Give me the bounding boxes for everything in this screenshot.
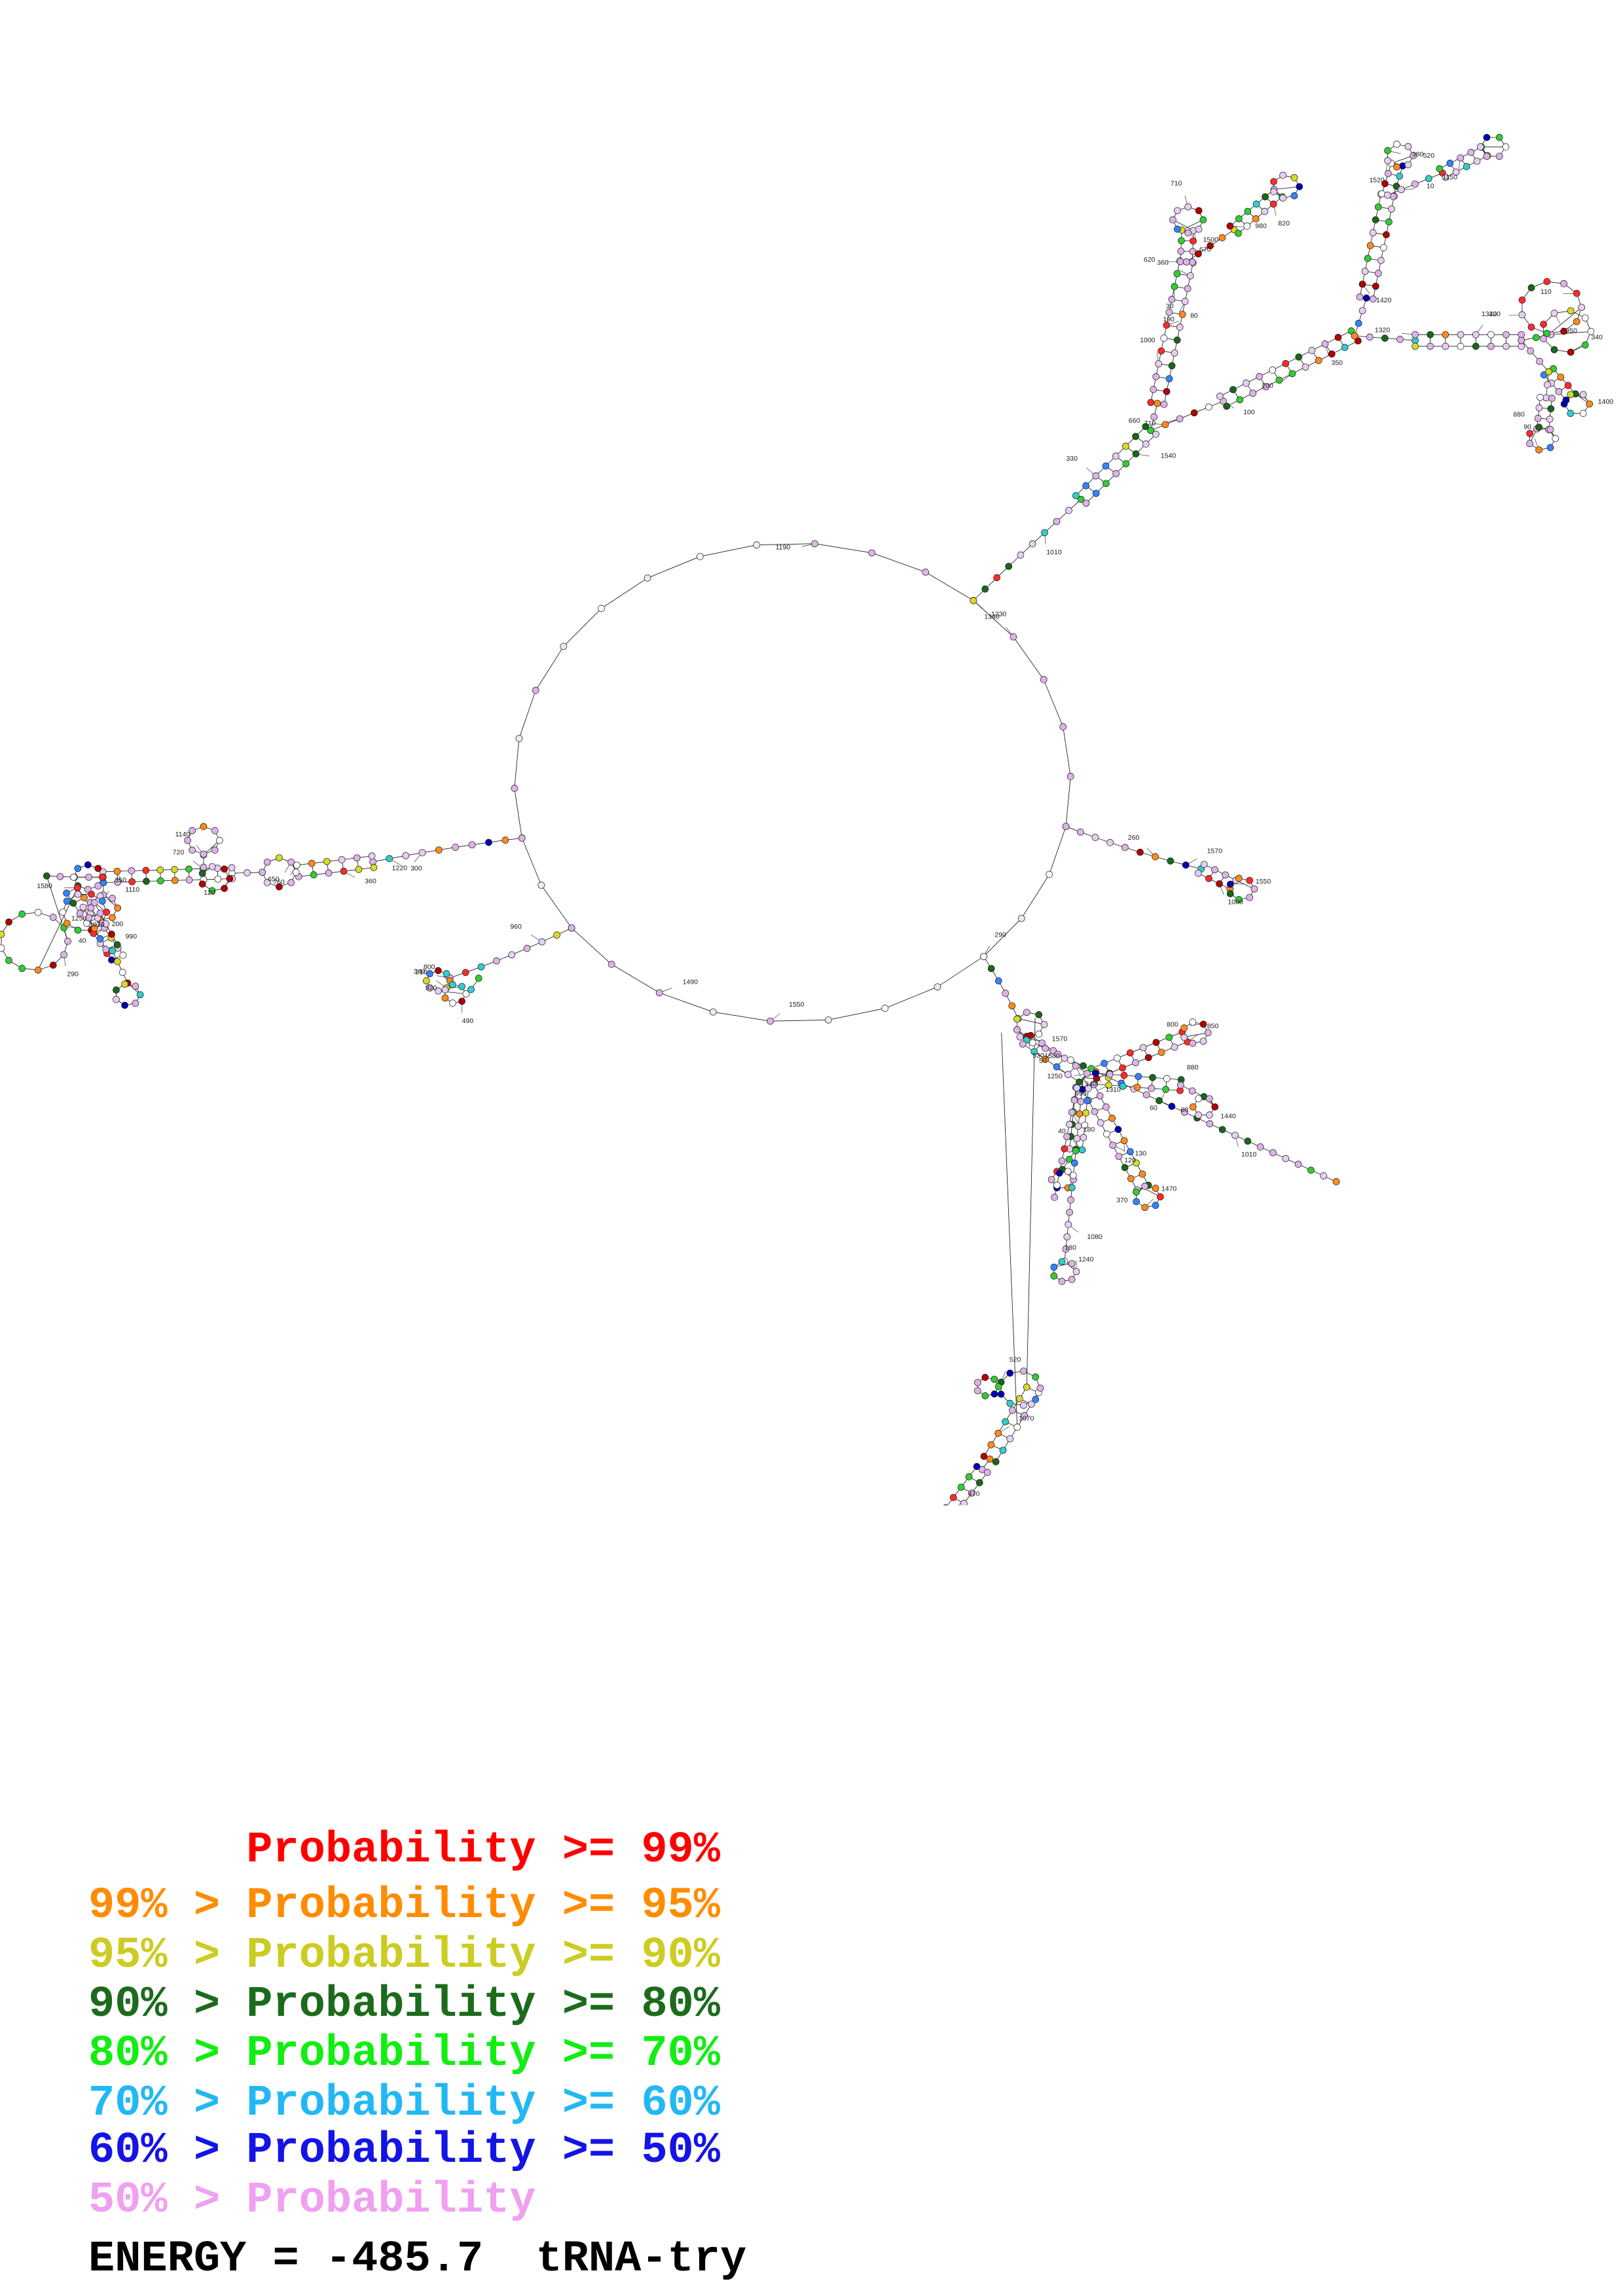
svg-text:100: 100	[1243, 408, 1255, 416]
svg-text:110: 110	[1541, 288, 1552, 296]
svg-text:330: 330	[1066, 455, 1078, 463]
svg-text:1540: 1540	[1161, 452, 1176, 460]
svg-text:800: 800	[1167, 1021, 1178, 1029]
svg-text:1140: 1140	[175, 831, 191, 838]
svg-text:200: 200	[112, 920, 124, 928]
svg-text:1240: 1240	[1078, 1256, 1094, 1264]
svg-text:1190: 1190	[776, 543, 791, 551]
svg-text:1220: 1220	[392, 865, 408, 872]
svg-text:1000: 1000	[1228, 899, 1243, 906]
svg-text:670: 670	[1199, 246, 1211, 254]
svg-text:370: 370	[1116, 1196, 1128, 1204]
svg-text:1320: 1320	[1375, 326, 1391, 334]
svg-text:1070: 1070	[89, 921, 105, 929]
svg-text:50: 50	[1039, 1057, 1047, 1065]
svg-text:130: 130	[1135, 1149, 1147, 1157]
svg-text:1440: 1440	[1220, 1113, 1236, 1121]
svg-text:880: 880	[1513, 411, 1525, 419]
svg-text:200: 200	[1262, 382, 1273, 390]
svg-text:350: 350	[115, 876, 126, 884]
svg-text:1520: 1520	[1369, 177, 1385, 185]
svg-text:1580: 1580	[37, 882, 52, 890]
svg-text:1080: 1080	[1087, 1233, 1103, 1241]
svg-text:1010: 1010	[1241, 1151, 1257, 1158]
svg-text:1340: 1340	[984, 613, 1000, 620]
svg-text:120: 120	[204, 889, 215, 897]
svg-text:360: 360	[365, 877, 376, 885]
svg-text:960: 960	[510, 923, 522, 931]
svg-text:40: 40	[79, 937, 86, 945]
svg-text:350: 350	[1332, 359, 1343, 367]
svg-text:260: 260	[1128, 834, 1140, 842]
svg-text:1070: 1070	[1019, 1414, 1034, 1422]
svg-text:30: 30	[1166, 302, 1174, 310]
svg-text:1500: 1500	[1203, 236, 1219, 244]
svg-text:340: 340	[1591, 334, 1603, 342]
svg-text:1010: 1010	[1046, 548, 1062, 556]
svg-text:190: 190	[1163, 315, 1175, 323]
svg-text:520: 520	[1423, 152, 1435, 160]
svg-text:60: 60	[1150, 1104, 1158, 1112]
svg-text:950: 950	[1565, 327, 1577, 334]
svg-text:1550: 1550	[1256, 878, 1271, 886]
svg-text:340: 340	[1085, 1081, 1097, 1088]
svg-text:10: 10	[1427, 183, 1434, 190]
svg-text:920: 920	[426, 984, 437, 992]
svg-text:1400: 1400	[1598, 398, 1614, 406]
svg-text:880: 880	[1187, 1064, 1199, 1071]
svg-text:1490: 1490	[683, 978, 699, 986]
svg-text:1550: 1550	[789, 1001, 805, 1009]
svg-text:1250: 1250	[71, 914, 87, 922]
svg-text:710: 710	[1144, 420, 1156, 427]
svg-text:180: 180	[1084, 1126, 1095, 1134]
svg-text:1000: 1000	[1140, 336, 1156, 344]
svg-text:180: 180	[1065, 1244, 1076, 1252]
svg-text:210: 210	[416, 969, 428, 977]
svg-text:620: 620	[1144, 256, 1156, 264]
svg-text:520: 520	[1010, 1356, 1021, 1364]
svg-text:710: 710	[1171, 180, 1182, 188]
svg-text:120: 120	[1124, 1157, 1136, 1164]
svg-text:1570: 1570	[1052, 1035, 1068, 1043]
svg-text:40: 40	[1058, 1128, 1066, 1136]
svg-text:1150: 1150	[1442, 173, 1457, 181]
svg-text:850: 850	[1207, 1022, 1219, 1030]
svg-text:1470: 1470	[1161, 1185, 1177, 1193]
svg-text:490: 490	[462, 1017, 474, 1025]
svg-text:1420: 1420	[1376, 296, 1392, 304]
svg-text:990: 990	[1075, 1090, 1087, 1098]
svg-text:1580: 1580	[1044, 1052, 1060, 1060]
svg-text:990: 990	[126, 933, 137, 941]
svg-text:90: 90	[1523, 423, 1531, 431]
svg-text:720: 720	[173, 848, 185, 856]
svg-text:360: 360	[1157, 259, 1169, 267]
svg-text:1110: 1110	[125, 886, 139, 894]
svg-text:290: 290	[994, 931, 1006, 939]
svg-text:220: 220	[1489, 310, 1501, 318]
svg-text:300: 300	[410, 865, 422, 872]
svg-text:1310: 1310	[1106, 1086, 1122, 1094]
svg-text:660: 660	[1129, 417, 1140, 425]
svg-text:1250: 1250	[1047, 1072, 1063, 1080]
svg-text:380: 380	[1412, 151, 1424, 158]
svg-text:80: 80	[1190, 312, 1198, 319]
svg-text:1570: 1570	[1207, 848, 1223, 855]
svg-text:470: 470	[968, 1490, 980, 1498]
svg-text:290: 290	[67, 971, 79, 978]
svg-text:650: 650	[268, 876, 280, 884]
svg-text:980: 980	[1255, 222, 1267, 230]
svg-text:60: 60	[1180, 1106, 1188, 1114]
svg-text:820: 820	[1278, 220, 1290, 228]
